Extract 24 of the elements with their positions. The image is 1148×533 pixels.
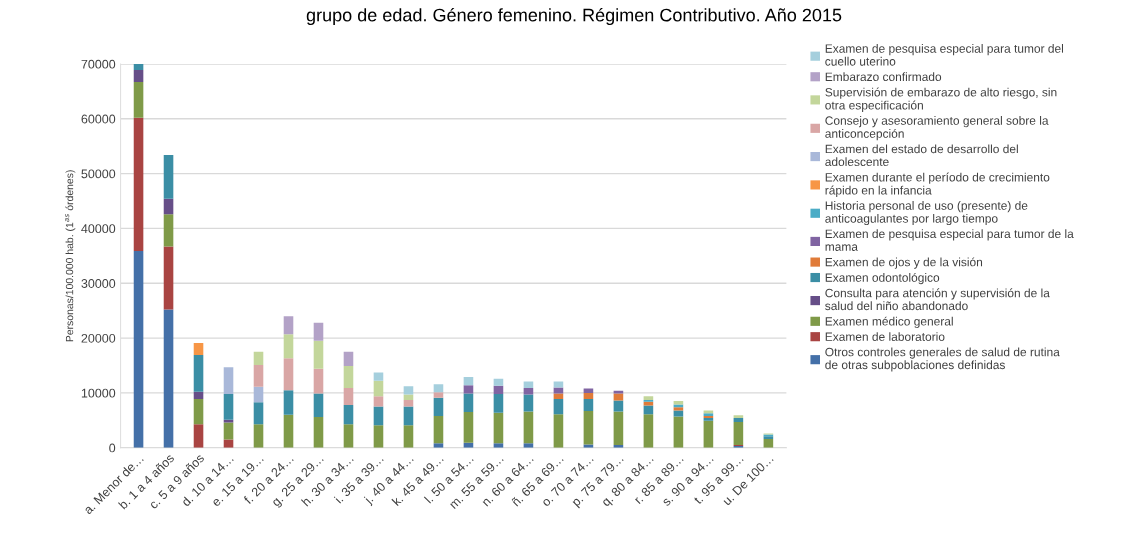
y-axis-title: Personas/100.000 hab. (1$^{as}$ órdenes) bbox=[65, 170, 76, 342]
y-tick-label: 60000 bbox=[81, 114, 116, 124]
y-tick-label: 10000 bbox=[81, 388, 116, 398]
legend-label: Examen de laboratorio bbox=[825, 332, 945, 341]
y-tick-label: 30000 bbox=[81, 279, 116, 288]
chart-title: grupo de edad. Género femenino. Régimen Contributivo. Año 2015 bbox=[306, 8, 842, 26]
y-tick-label: 20000 bbox=[81, 333, 116, 343]
legend-label: Embarazo confirmado bbox=[825, 72, 942, 82]
y-tick-label: 50000 bbox=[81, 169, 116, 179]
legend-label: Consejo y asesoramiento general sobre la anticoncepción bbox=[825, 116, 1049, 141]
legend-label: Examen odontológico bbox=[825, 272, 940, 285]
legend-label: Examen de pesquisa especial para tumor del cuello uterino bbox=[825, 44, 1064, 66]
legend-label: Otros controles generales de salud de rutina de otras subpoblaciones definidas bbox=[825, 347, 1060, 372]
y-tick-label: 70000 bbox=[81, 59, 116, 69]
legend-label: Examen del estado de desarrollo del adolescente bbox=[825, 144, 1018, 167]
y-tick-label: 0 bbox=[109, 443, 116, 453]
legend-label: Consulta para atención y supervisión de la salud del niño abandonado bbox=[825, 288, 1050, 311]
y-tick-label: 40000 bbox=[81, 224, 116, 234]
legend-label: Supervisión de embarazo de alto riesgo, sin otra especificación bbox=[825, 87, 1057, 112]
legend-label: Examen de ojos y de la visión bbox=[825, 257, 983, 269]
legend-label: Examen durante el período de crecimiento rápido en la infancia bbox=[825, 172, 1050, 197]
legend-label: Examen de pesquisa especial para tumor de la mama bbox=[825, 229, 1074, 251]
legend-label: Historia personal de uso (presente) de anticoagulantes por largo tiempo bbox=[825, 201, 1028, 226]
legend-label: Examen médico general bbox=[825, 316, 953, 328]
